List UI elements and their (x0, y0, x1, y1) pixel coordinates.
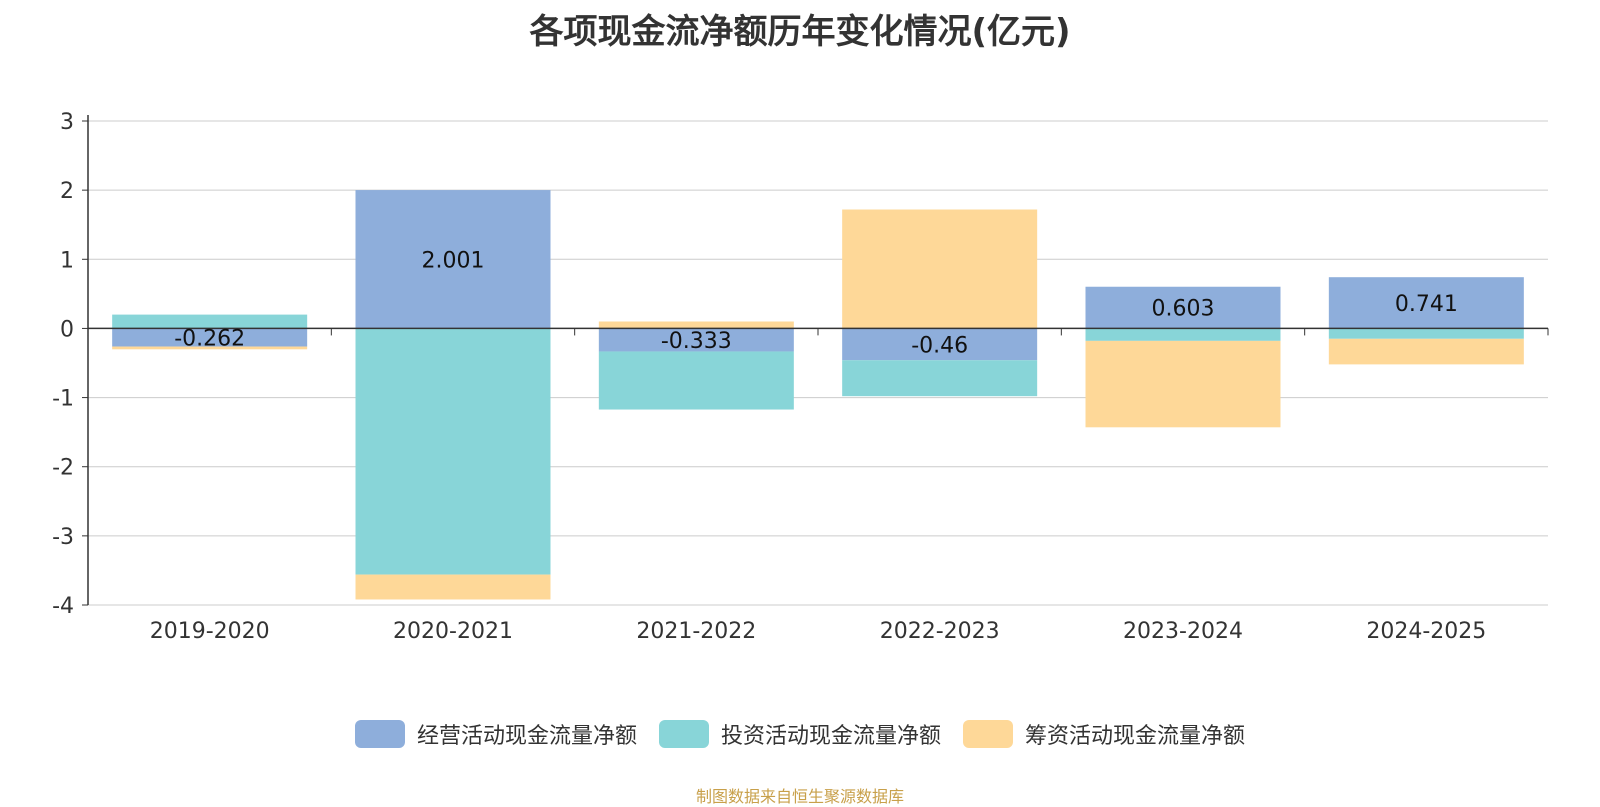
data-label: 0.603 (1152, 297, 1215, 322)
bar-financing[interactable] (112, 346, 308, 350)
bar-investing[interactable] (112, 314, 308, 329)
y-tick-label: 3 (60, 110, 74, 135)
y-tick-label: 0 (60, 317, 74, 342)
bar-operating[interactable] (355, 190, 551, 329)
x-tick-label: 2020-2021 (393, 619, 513, 644)
x-tick-label: 2021-2022 (636, 619, 756, 644)
y-tick-label: -2 (52, 456, 74, 481)
bar-investing[interactable] (1085, 328, 1281, 341)
legend-swatch-financing (963, 720, 1013, 748)
data-source-note: 制图数据来自恒生聚源数据库 (695, 787, 904, 806)
legend-swatch-investing (658, 720, 709, 748)
bar-operating[interactable] (1328, 277, 1524, 329)
bar-financing[interactable] (1328, 338, 1524, 365)
x-tick-label: 2023-2024 (1123, 619, 1243, 644)
x-tick-label: 2024-2025 (1366, 619, 1486, 644)
grid-layer (88, 120, 1548, 606)
bar-financing[interactable] (355, 574, 551, 600)
x-tick-label: 2022-2023 (880, 619, 1000, 644)
bar-financing[interactable] (598, 321, 794, 329)
chart-plot: 3 2 1 0 -1 -2 -3 -4 2019-2020 2020-2021 2021-2022 2… (52, 110, 1549, 644)
bar-operating[interactable] (1085, 286, 1281, 329)
bar-investing[interactable] (842, 360, 1038, 397)
bar-operating[interactable] (112, 328, 308, 347)
bars-layer (112, 190, 1524, 600)
chart-title: 各项现金流净额历年变化情况(亿元) (529, 12, 1071, 52)
y-tick-label: 1 (60, 248, 74, 273)
x-tick-label: 2019-2020 (150, 619, 270, 644)
bar-operating[interactable] (598, 328, 794, 352)
y-tick-label: 2 (60, 179, 74, 204)
data-label: -0.333 (661, 329, 732, 354)
legend-item-operating[interactable]: 经营活动现金流量净额 (354, 718, 637, 750)
bar-investing[interactable] (355, 328, 551, 575)
y-tick-label: -4 (52, 594, 74, 619)
data-label: 2.001 (422, 248, 485, 273)
axis-layer: 3 2 1 0 -1 -2 -3 -4 2019-2020 2020-2021 2021-2022 2… (52, 110, 1549, 644)
legend-label-financing: 筹资活动现金流量净额 (1025, 724, 1246, 749)
bar-investing[interactable] (598, 351, 794, 410)
legend-item-financing[interactable]: 筹资活动现金流量净额 (963, 718, 1245, 750)
bar-investing[interactable] (1328, 328, 1524, 339)
legend-swatch-operating (354, 720, 405, 748)
data-label: -0.262 (174, 326, 245, 351)
labels-layer: -0.262 2.001 -0.333 -0.46 0.603 0.741 (174, 248, 1458, 358)
data-label: 0.741 (1395, 292, 1458, 317)
legend-item-investing[interactable]: 投资活动现金流量净额 (658, 718, 941, 750)
y-tick-label: -1 (52, 387, 74, 412)
legend-label-investing: 投资活动现金流量净额 (720, 724, 941, 749)
bar-financing[interactable] (842, 209, 1038, 329)
data-label: -0.46 (911, 333, 968, 358)
legend: 经营活动现金流量净额 投资活动现金流量净额 筹资活动现金流量净额 (0, 718, 1600, 750)
y-tick-label: -3 (52, 525, 74, 550)
bar-financing[interactable] (1085, 340, 1281, 428)
bar-operating[interactable] (842, 328, 1038, 361)
legend-label-operating: 经营活动现金流量净额 (416, 724, 637, 749)
